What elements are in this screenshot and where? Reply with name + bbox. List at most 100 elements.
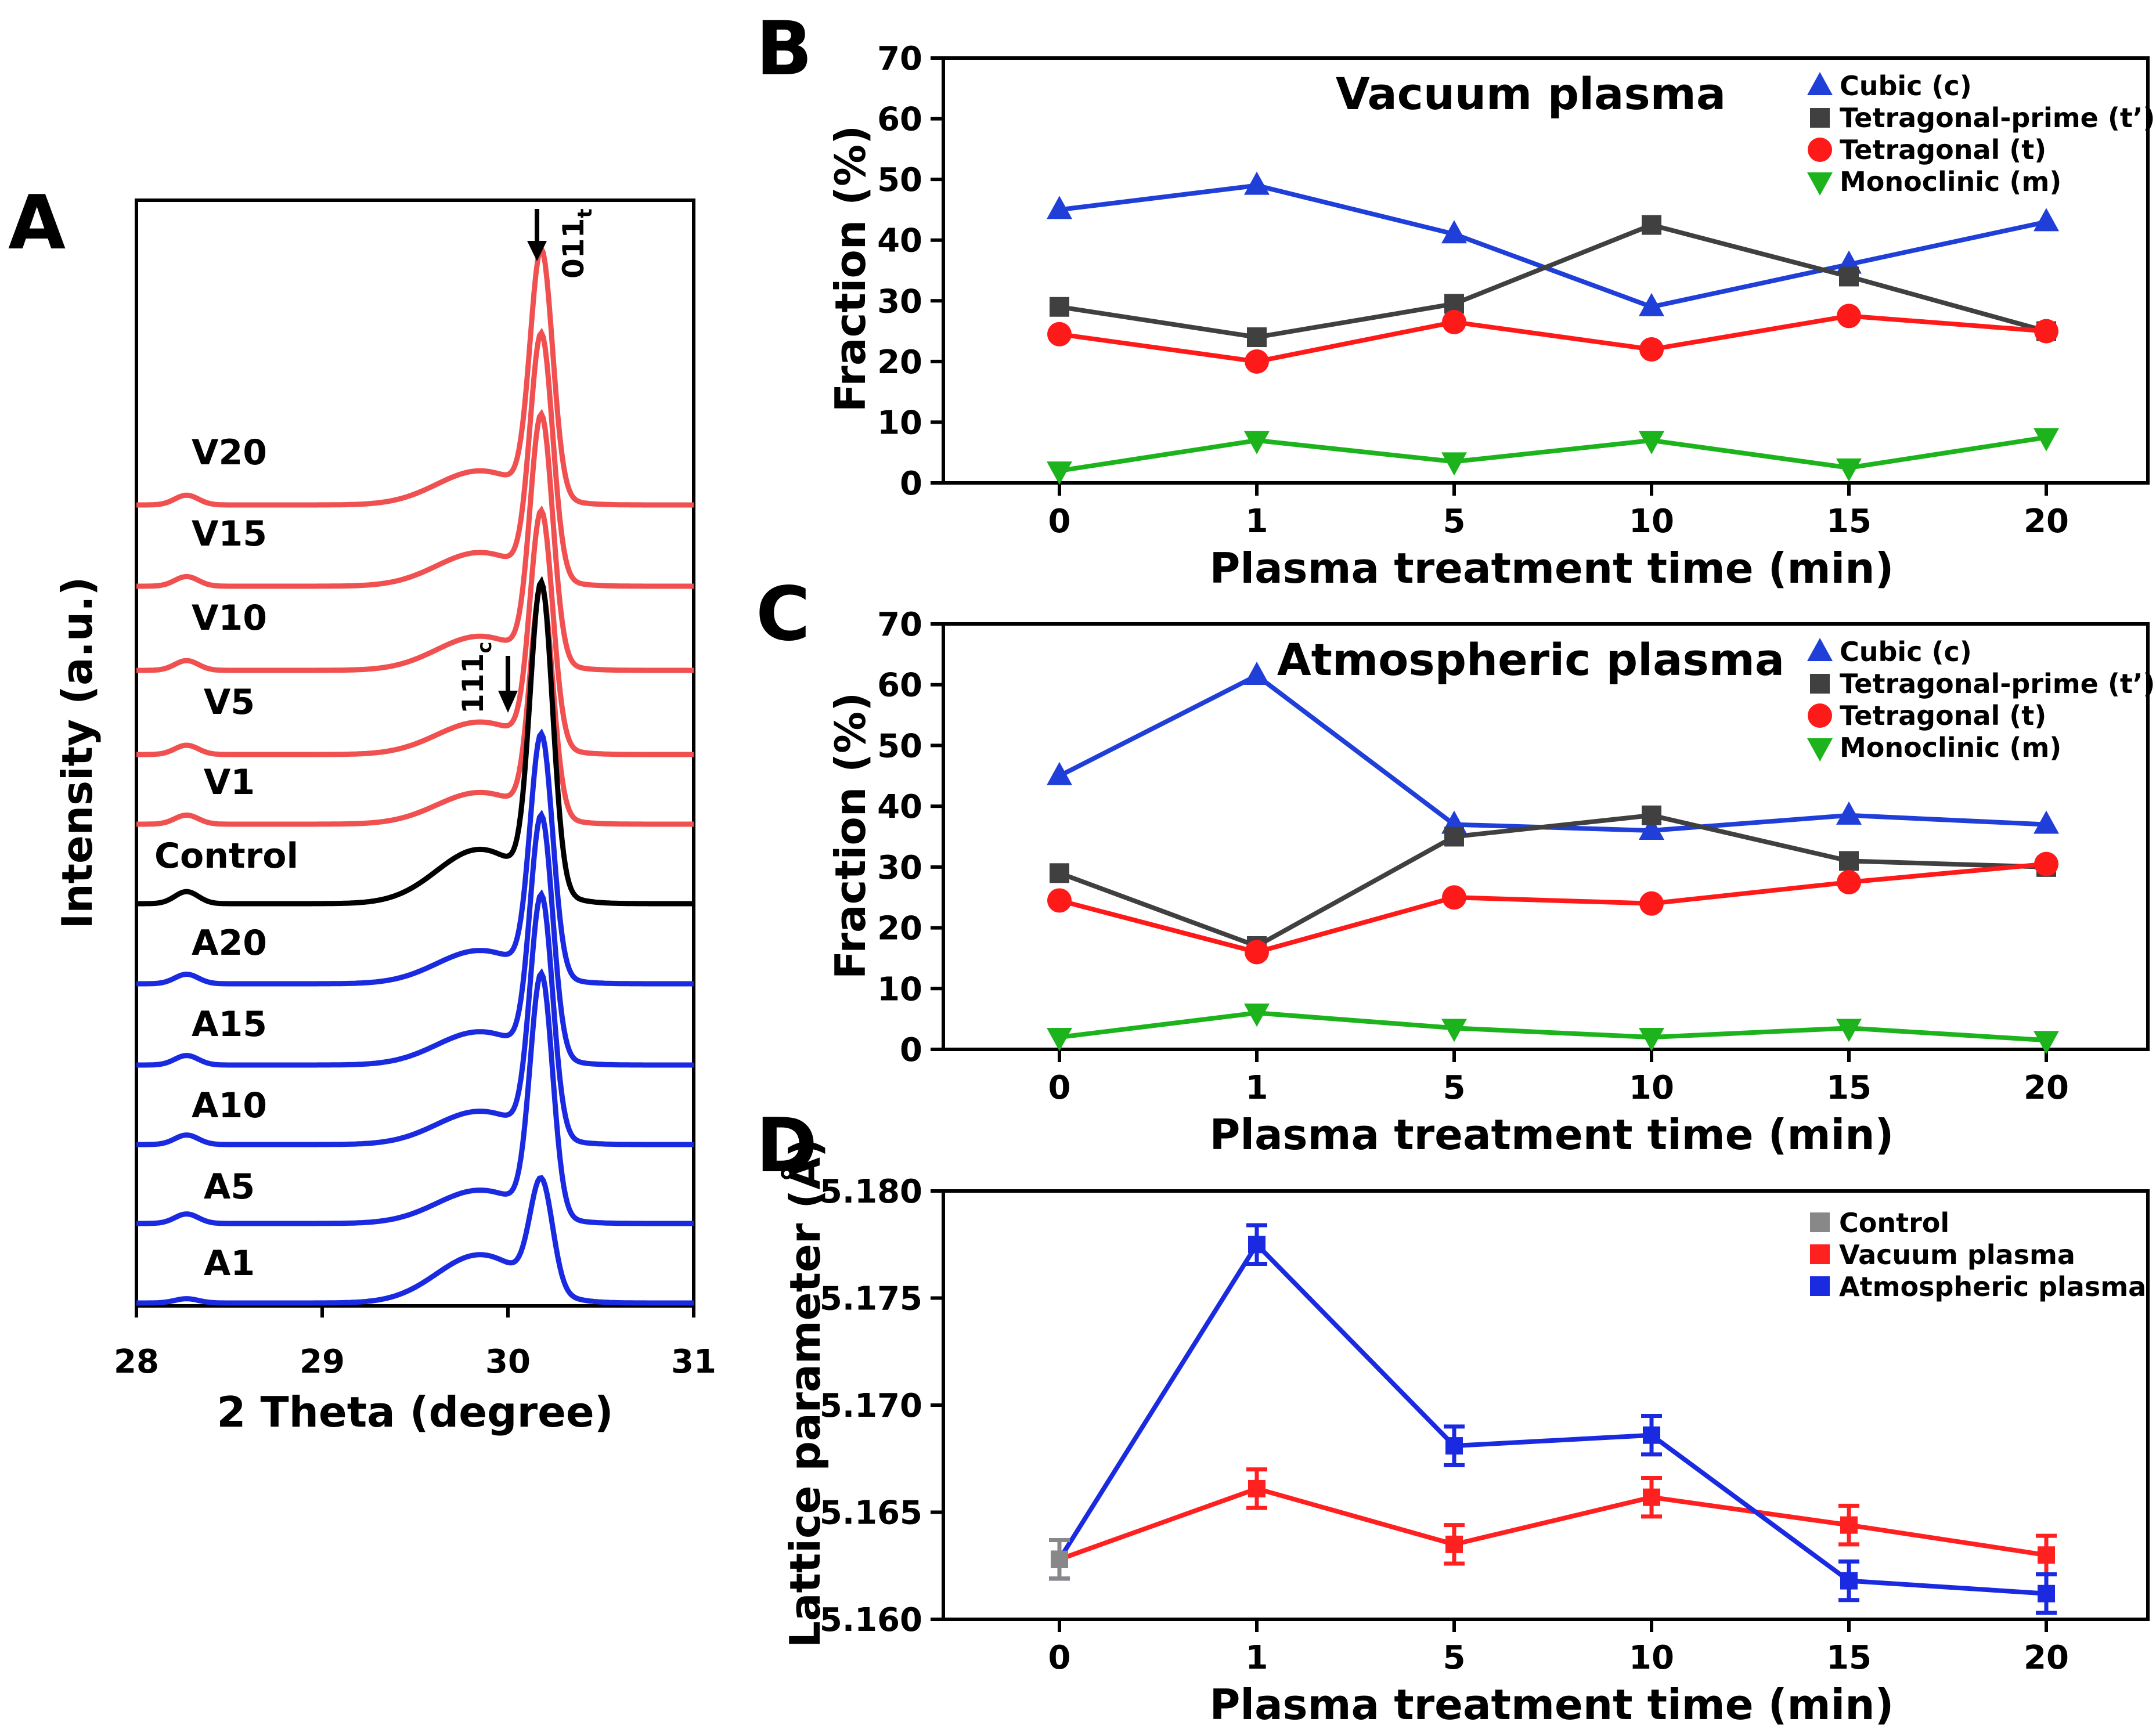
panel-b-title: Vacuum plasma — [1336, 68, 1726, 120]
panel-c-y-label: Fraction (%) — [826, 692, 875, 979]
p2-xtick-label-10: 10 — [1629, 1069, 1674, 1107]
p2-point-tetragonal-5 — [2034, 851, 2058, 876]
panel-c-legend: Cubic (c)Tetragonal-prime (t’)Tetragonal… — [1807, 636, 2155, 763]
p1-ytick-label-40: 40 — [877, 222, 922, 260]
p2-point-monoclinic-3 — [1639, 1028, 1664, 1052]
d-point-atmospheric-3 — [1643, 1426, 1660, 1444]
p2-xtick-label-20: 20 — [2024, 1069, 2069, 1107]
p2-point-tetragonal-3 — [1639, 891, 1664, 916]
p1-ytick-label-10: 10 — [877, 404, 922, 442]
trace-label-a10: A10 — [192, 1085, 267, 1126]
trace-label-a20: A20 — [192, 923, 267, 963]
panel-c-x-label: Plasma treatment time (min) — [1210, 1110, 1894, 1159]
panel-a-y-label: Intensity (a.u.) — [53, 577, 102, 929]
d-point-vacuum-4 — [1840, 1516, 1858, 1534]
annotation-111c-main: 111 — [456, 654, 490, 714]
p1-line-tprime — [1059, 222, 2047, 340]
p2-legend-label-tetragonal: Tetragonal (t) — [1840, 700, 2046, 731]
p1-xtick-label-10: 10 — [1629, 503, 1674, 540]
p1-ytick-label-70: 70 — [877, 40, 922, 78]
annotation-011t-arrowhead — [527, 241, 547, 261]
trace-label-a1: A1 — [204, 1243, 255, 1284]
p2-point-monoclinic-4 — [1836, 1019, 1862, 1042]
p2-point-cubic-0 — [1047, 761, 1072, 785]
p1-point-tprime-0 — [1050, 297, 1069, 317]
trace-label-v5: V5 — [204, 682, 255, 723]
p2-legend-label-cubic: Cubic (c) — [1840, 636, 1972, 667]
d-xtick-label-5: 5 — [1443, 1639, 1466, 1677]
trace-v10 — [136, 409, 694, 673]
trace-label-v10: V10 — [192, 598, 267, 638]
p1-frame — [942, 56, 2150, 485]
p2-point-tprime-0 — [1050, 863, 1069, 883]
p1-point-monoclinic-5 — [2034, 428, 2059, 452]
p1-point-cubic-1 — [1244, 171, 1270, 195]
d-ytick-label-5.170: 5.170 — [820, 1387, 922, 1425]
p1-ytick-label-20: 20 — [877, 344, 922, 381]
p1-ytick-label-50: 50 — [877, 161, 922, 199]
p1-legend-marker-tprime — [1810, 108, 1830, 128]
panel-a-xrd: V20 V15 V10 V5 V1 Control A20 A15 A10 A5 A1 28 29 30… — [53, 198, 716, 1436]
p1-point-tetragonal-1 — [1245, 349, 1269, 374]
p1-legend-label-tprime: Tetragonal-prime (t’) — [1840, 102, 2155, 133]
p2-point-tprime-2 — [1444, 826, 1464, 847]
p2-legend-marker-cubic — [1807, 638, 1833, 661]
p1-point-cubic-3 — [1639, 293, 1664, 316]
annotation-111c: 111c — [456, 641, 518, 714]
p1-line-monoclinic — [1059, 435, 2047, 474]
panel-c-title: Atmospheric plasma — [1277, 634, 1784, 685]
panel-label-d: D — [756, 1103, 817, 1189]
trace-label-a15: A15 — [192, 1004, 267, 1045]
p1-point-cubic-5 — [2034, 208, 2059, 232]
trace-a5 — [136, 968, 694, 1226]
d-point-atmospheric-4 — [1840, 1572, 1858, 1590]
trace-a10 — [136, 889, 694, 1147]
p2-line-monoclinic — [1059, 1010, 2047, 1043]
trace-label-a5: A5 — [204, 1167, 255, 1207]
a-xtick-label-29: 29 — [300, 1343, 345, 1381]
a-xtick-label-28: 28 — [114, 1343, 159, 1381]
d-ytick-label-5.165: 5.165 — [820, 1495, 922, 1532]
panel-d-y-label: Lattice parameter (Å) — [781, 1138, 830, 1648]
d-ytick-label-5.160: 5.160 — [820, 1601, 922, 1639]
d-legend-label-vacuum: Vacuum plasma — [1839, 1239, 2075, 1270]
p2-point-tprime-4 — [1839, 851, 1859, 871]
p2-point-cubic-1 — [1244, 662, 1270, 685]
p2-legend-label-tprime: Tetragonal-prime (t’) — [1840, 668, 2155, 699]
p2-legend-marker-tprime — [1810, 674, 1830, 694]
d-point-atmospheric-2 — [1445, 1437, 1463, 1455]
panel-b-legend: Cubic (c)Tetragonal-prime (t’)Tetragonal… — [1807, 70, 2155, 197]
p1-xtick-label-1: 1 — [1246, 503, 1268, 540]
d-point-vacuum-1 — [1248, 1479, 1266, 1497]
p1-point-tetragonal-5 — [2034, 319, 2058, 344]
annotation-011t-main: 011 — [557, 218, 590, 279]
d-legend-marker-vacuum — [1810, 1244, 1830, 1264]
panel-a-trace-labels: V20 V15 V10 V5 V1 Control A20 A15 A10 A5 A1 — [154, 432, 298, 1284]
p1-point-monoclinic-2 — [1441, 452, 1467, 476]
trace-v1 — [136, 581, 694, 827]
annotation-011t: 011t — [527, 208, 597, 279]
p1-point-monoclinic-0 — [1047, 461, 1072, 485]
p1-legend-marker-tetragonal — [1808, 138, 1832, 162]
p1-legend-label-monoclinic: Monoclinic (m) — [1840, 166, 2061, 197]
p2-legend-marker-tetragonal — [1808, 703, 1832, 728]
d-point-control-0 — [1051, 1550, 1068, 1568]
p2-ytick-label-20: 20 — [877, 910, 922, 948]
p2-ytick-label-30: 30 — [877, 849, 922, 887]
panel-d-x-label: Plasma treatment time (min) — [1210, 1680, 1894, 1729]
panel-b-x-label: Plasma treatment time (min) — [1210, 544, 1894, 593]
p2-point-monoclinic-0 — [1047, 1028, 1072, 1052]
panel-a-x-ticks: 28 29 30 31 — [114, 1306, 716, 1381]
panel-label-b: B — [756, 6, 813, 92]
d-legend-marker-control — [1810, 1212, 1830, 1232]
p1-point-monoclinic-4 — [1836, 458, 1862, 482]
p1-line-cubic — [1059, 183, 2047, 309]
p1-point-tprime-1 — [1247, 327, 1267, 348]
p2-ytick-label-70: 70 — [877, 606, 922, 644]
p2-ytick-label-60: 60 — [877, 667, 922, 705]
p1-point-tprime-4 — [1839, 266, 1859, 287]
